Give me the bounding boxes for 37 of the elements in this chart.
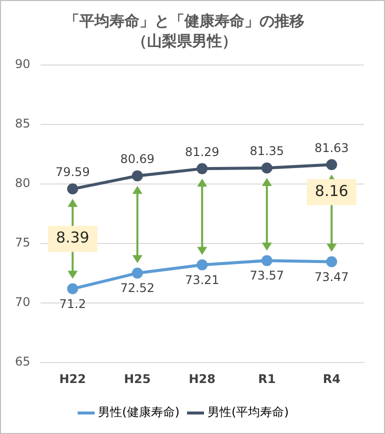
- point: [67, 283, 78, 294]
- x-tick-label: H22: [59, 372, 86, 386]
- point: [132, 268, 143, 279]
- y-tick-label: 75: [14, 236, 30, 250]
- data-label: 81.63: [314, 140, 349, 155]
- x-tick-label: R1: [258, 372, 276, 386]
- annotation: 8.39: [56, 228, 90, 247]
- point: [261, 162, 272, 174]
- legend-label: 男性(平均寿命): [208, 405, 289, 420]
- x-tick-label: H28: [188, 372, 216, 386]
- point: [261, 255, 272, 266]
- data-label: 72.52: [120, 281, 155, 296]
- point: [326, 159, 338, 170]
- point: [196, 259, 208, 270]
- point: [67, 183, 78, 194]
- x-tick-label: R4: [322, 372, 340, 386]
- data-label: 73.57: [250, 268, 284, 283]
- chart-title: 「平均寿命」と「健康寿命」の推移: [64, 12, 304, 30]
- data-label: 79.59: [55, 165, 90, 180]
- legend-label: 男性(健康寿命): [98, 405, 180, 420]
- y-tick-label: 85: [14, 116, 30, 131]
- x-tick-label: H25: [124, 372, 151, 386]
- point: [132, 170, 143, 182]
- data-label: 81.29: [184, 144, 220, 159]
- data-label: 71.2: [59, 296, 86, 311]
- data-label: 80.69: [120, 152, 155, 166]
- data-label: 81.35: [250, 144, 284, 158]
- y-tick-label: 65: [14, 354, 30, 369]
- data-label: 73.21: [184, 272, 220, 287]
- annotation: 8.16: [314, 182, 348, 200]
- point: [326, 256, 338, 268]
- chart-subtitle: （山梨県男性）: [132, 32, 237, 50]
- point: [196, 163, 208, 174]
- y-tick-label: 90: [14, 57, 30, 72]
- data-label: 73.47: [314, 270, 349, 284]
- y-tick-label: 70: [14, 295, 30, 310]
- y-tick-label: 80: [14, 176, 30, 190]
